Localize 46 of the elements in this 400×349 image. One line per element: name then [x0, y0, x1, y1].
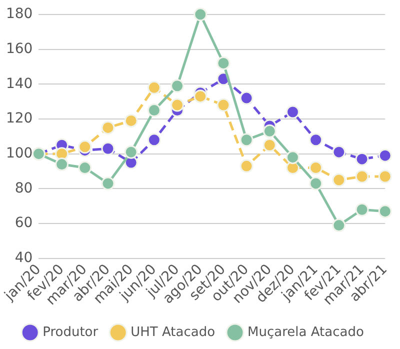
- point: [101, 176, 115, 190]
- point: [262, 124, 276, 138]
- point: [147, 104, 161, 118]
- point: [101, 120, 115, 134]
- y-tick-label: 180: [6, 6, 33, 22]
- point: [286, 150, 300, 164]
- point: [378, 148, 392, 162]
- point: [78, 140, 92, 154]
- point: [355, 170, 369, 184]
- point: [194, 90, 208, 104]
- point: [240, 91, 254, 105]
- legend-label: Muçarela Atacado: [248, 324, 364, 340]
- y-tick-label: 120: [6, 110, 33, 127]
- point: [147, 133, 161, 147]
- point: [78, 161, 92, 175]
- point: [147, 80, 161, 94]
- point: [309, 176, 323, 190]
- point: [332, 218, 346, 232]
- point: [309, 161, 323, 175]
- y-tick-label: 160: [6, 40, 33, 57]
- point: [240, 159, 254, 173]
- legend-label: Produtor: [42, 324, 99, 340]
- point: [194, 8, 208, 22]
- y-tick-label: 60: [14, 215, 33, 232]
- point: [55, 158, 69, 172]
- point: [332, 173, 346, 187]
- point: [355, 202, 369, 216]
- y-tick-label: 140: [6, 76, 33, 92]
- point: [355, 152, 369, 166]
- point: [378, 204, 392, 218]
- point: [170, 79, 184, 93]
- point: [262, 138, 276, 152]
- point: [124, 145, 138, 159]
- point: [101, 142, 115, 156]
- point: [378, 170, 392, 184]
- point: [216, 56, 230, 70]
- point: [332, 145, 346, 159]
- point: [124, 114, 138, 128]
- point: [309, 133, 323, 147]
- point: [240, 133, 254, 147]
- point: [216, 98, 230, 112]
- point: [170, 98, 184, 112]
- point: [286, 105, 300, 119]
- legend-label: UHT Atacado: [130, 324, 216, 340]
- y-tick-label: 100: [6, 145, 33, 162]
- y-tick-label: 80: [14, 180, 33, 196]
